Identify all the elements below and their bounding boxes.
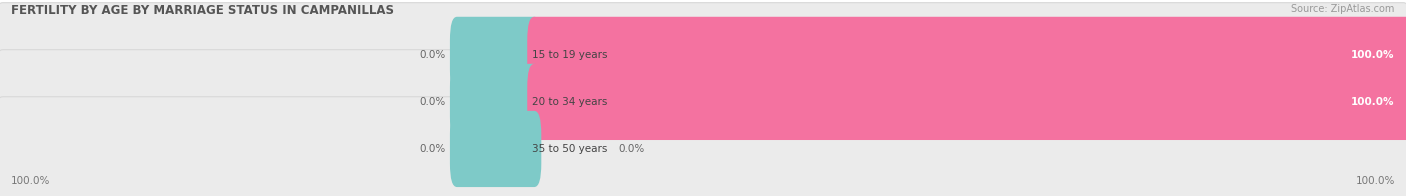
Text: 35 to 50 years: 35 to 50 years bbox=[531, 144, 607, 154]
Text: Source: ZipAtlas.com: Source: ZipAtlas.com bbox=[1291, 4, 1395, 14]
Text: 0.0%: 0.0% bbox=[619, 144, 645, 154]
Text: 0.0%: 0.0% bbox=[419, 50, 446, 60]
FancyBboxPatch shape bbox=[0, 50, 1406, 154]
FancyBboxPatch shape bbox=[527, 64, 1406, 140]
Text: 0.0%: 0.0% bbox=[419, 97, 446, 107]
Text: 0.0%: 0.0% bbox=[419, 144, 446, 154]
FancyBboxPatch shape bbox=[0, 97, 1406, 196]
Text: 100.0%: 100.0% bbox=[1351, 97, 1395, 107]
FancyBboxPatch shape bbox=[450, 64, 541, 140]
FancyBboxPatch shape bbox=[527, 17, 1406, 93]
FancyBboxPatch shape bbox=[450, 17, 541, 93]
Text: 100.0%: 100.0% bbox=[1351, 50, 1395, 60]
Text: 15 to 19 years: 15 to 19 years bbox=[531, 50, 607, 60]
Text: 100.0%: 100.0% bbox=[11, 176, 51, 186]
FancyBboxPatch shape bbox=[0, 3, 1406, 107]
Text: FERTILITY BY AGE BY MARRIAGE STATUS IN CAMPANILLAS: FERTILITY BY AGE BY MARRIAGE STATUS IN C… bbox=[11, 4, 394, 17]
Text: 100.0%: 100.0% bbox=[1355, 176, 1395, 186]
Text: 20 to 34 years: 20 to 34 years bbox=[531, 97, 607, 107]
FancyBboxPatch shape bbox=[450, 111, 541, 187]
